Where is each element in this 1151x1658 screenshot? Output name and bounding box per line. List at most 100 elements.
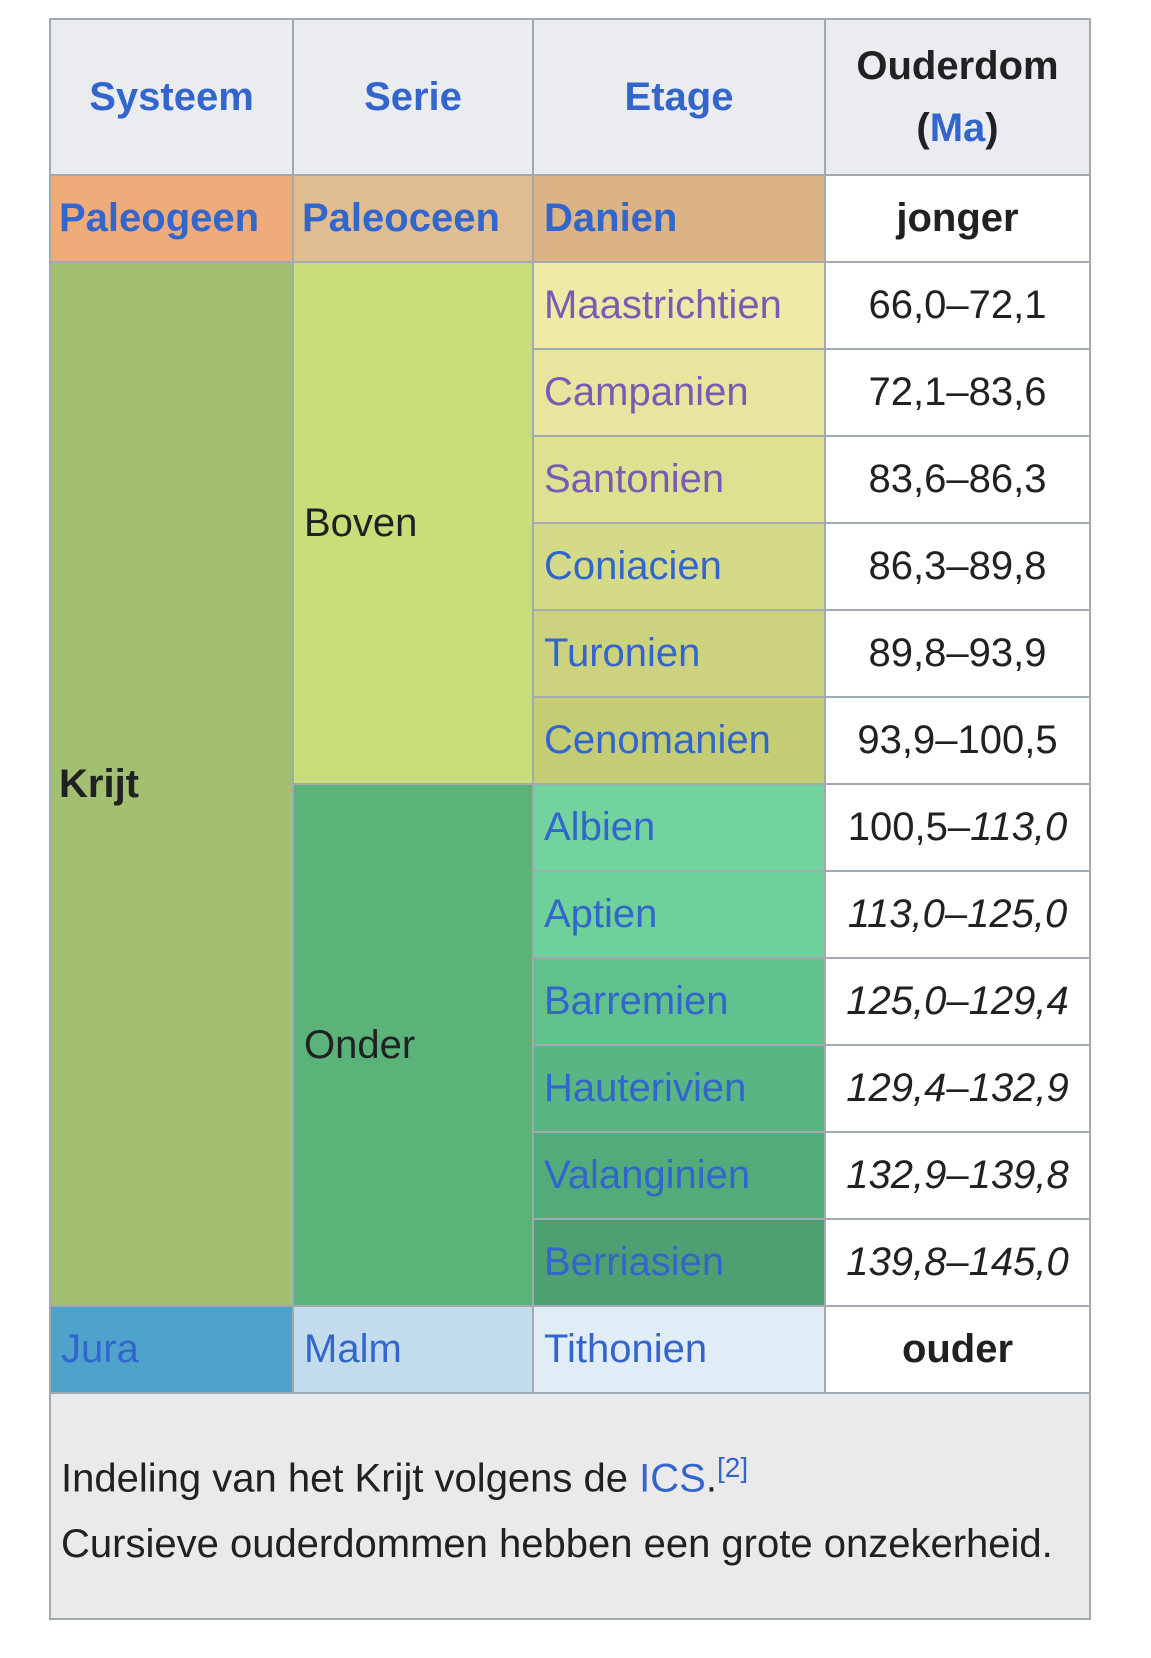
age-end: 145,0: [968, 1240, 1069, 1284]
danien-cell: Danien: [532, 174, 826, 263]
stage-cell: Cenomanien: [532, 696, 826, 785]
age-end: 89,8: [968, 544, 1047, 588]
age-end: 72,1: [968, 283, 1047, 327]
serie-link[interactable]: Serie: [364, 74, 462, 119]
stage-cell: Aptien: [532, 870, 826, 959]
jura-link[interactable]: Jura: [61, 1327, 139, 1371]
stage-link[interactable]: Barremien: [544, 979, 729, 1023]
onder-label: Onder: [304, 1022, 416, 1067]
age-start: 113,0: [847, 892, 945, 936]
stage-cell: Coniacien: [532, 522, 826, 611]
stage-age: 66,0–72,1: [824, 261, 1091, 350]
malm-link[interactable]: Malm: [304, 1327, 402, 1371]
stage-cell: Barremien: [532, 957, 826, 1046]
stage-link[interactable]: Turonien: [544, 631, 701, 675]
age-start: 86,3: [868, 544, 947, 588]
age-start: 93,9: [857, 718, 936, 762]
age-start: 83,6: [868, 457, 947, 501]
stage-row: Valanginien 132,9–139,8: [50, 1131, 1091, 1220]
caption-dot: .: [705, 1456, 717, 1501]
boven-cell: Boven: [292, 261, 534, 785]
ics-link[interactable]: ICS: [639, 1456, 706, 1501]
etage-link[interactable]: Etage: [624, 74, 734, 119]
caption-note: Cursieve ouderdommen hebben een grote on…: [61, 1522, 1053, 1567]
age-end: 139,8: [968, 1153, 1069, 1197]
stage-age: 83,6–86,3: [824, 435, 1091, 524]
stage-row: Berriasien 139,8–145,0: [50, 1218, 1091, 1307]
stage-cell: Valanginien: [532, 1131, 826, 1220]
ma-link[interactable]: Ma: [929, 106, 986, 150]
age-end: 113,0: [970, 805, 1068, 849]
stage-row: Onder Albien 100,5–113,0: [50, 783, 1091, 1307]
paleogeen-link[interactable]: Paleogeen: [59, 196, 260, 240]
tithonien-cell: Tithonien: [532, 1305, 826, 1394]
stage-link[interactable]: Berriasien: [544, 1240, 725, 1284]
stage-link[interactable]: Maastrichtien: [544, 283, 782, 327]
stage-cell: Berriasien: [532, 1218, 826, 1307]
stage-row: Krijt Boven Maastrichtien 66,0–72,1: [49, 261, 1091, 1307]
header-age: Ouderdom (Ma): [824, 18, 1091, 176]
age-start: 72,1: [868, 370, 947, 414]
stage-age: 132,9–139,8: [824, 1131, 1091, 1220]
age-start: 100,5: [847, 805, 948, 849]
stage-link[interactable]: Aptien: [544, 892, 658, 936]
stage-link[interactable]: Valanginien: [544, 1153, 751, 1197]
systeem-link[interactable]: Systeem: [89, 74, 254, 119]
caption-text: Indeling van het Krijt volgens de: [61, 1456, 640, 1501]
stage-row: Turonien 89,8–93,9: [50, 609, 1091, 698]
stage-row: Hauterivien 129,4–132,9: [50, 1044, 1091, 1133]
stage-age: 86,3–89,8: [824, 522, 1091, 611]
jura-cell: Jura: [49, 1305, 294, 1394]
stage-age: 129,4–132,9: [824, 1044, 1091, 1133]
header-stage: Etage: [532, 18, 826, 176]
age-start: 125,0: [846, 979, 947, 1023]
stage-age: 72,1–83,6: [824, 348, 1091, 437]
age-end: 125,0: [967, 892, 1068, 936]
stage-cell: Hauterivien: [532, 1044, 826, 1133]
stage-row: Barremien 125,0–129,4: [50, 957, 1091, 1046]
stage-row: Coniacien 86,3–89,8: [50, 522, 1091, 611]
header-system: Systeem: [49, 18, 294, 176]
age-end: 129,4: [968, 979, 1069, 1023]
stage-link[interactable]: Albien: [544, 805, 656, 849]
caption: Indeling van het Krijt volgens de ICS.[2…: [49, 1392, 1091, 1620]
age-end: 86,3: [968, 457, 1047, 501]
age-younger: jonger: [824, 174, 1091, 263]
jura-row: Jura Malm Tithonien ouder: [49, 1305, 1091, 1394]
age-label: Ouderdom: [856, 44, 1059, 88]
age-start: 132,9: [846, 1153, 947, 1197]
stage-cell: Santonien: [532, 435, 826, 524]
stage-link[interactable]: Campanien: [544, 370, 749, 414]
tithonien-link[interactable]: Tithonien: [544, 1327, 708, 1371]
danien-link[interactable]: Danien: [544, 196, 678, 240]
reference-link[interactable]: [2]: [716, 1451, 749, 1483]
stage-row: Santonien 83,6–86,3: [50, 435, 1091, 524]
age-end: 83,6: [968, 370, 1047, 414]
onder-cell: Onder: [292, 783, 534, 1307]
malm-cell: Malm: [292, 1305, 534, 1394]
age-start: 129,4: [846, 1066, 947, 1110]
stage-link[interactable]: Cenomanien: [544, 718, 771, 762]
stage-age: 125,0–129,4: [824, 957, 1091, 1046]
stage-cell: Turonien: [532, 609, 826, 698]
stage-link[interactable]: Santonien: [544, 457, 725, 501]
krijt-cell: Krijt: [49, 261, 294, 1307]
stage-row: Aptien 113,0–125,0: [50, 870, 1091, 959]
paleogeen-cell: Paleogeen: [49, 174, 294, 263]
age-end: 100,5: [957, 718, 1058, 762]
age-start: 66,0: [868, 283, 947, 327]
paleogeen-row: Paleogeen Paleoceen Danien jonger: [49, 174, 1091, 263]
stage-age: 139,8–145,0: [824, 1218, 1091, 1307]
paleoceen-cell: Paleoceen: [292, 174, 534, 263]
paleoceen-link[interactable]: Paleoceen: [302, 196, 500, 240]
stage-cell: Albien: [532, 783, 826, 872]
age-start: 139,8: [846, 1240, 947, 1284]
stage-cell: Campanien: [532, 348, 826, 437]
header-series: Serie: [292, 18, 534, 176]
stage-link[interactable]: Hauterivien: [544, 1066, 747, 1110]
stage-cell: Maastrichtien: [532, 261, 826, 350]
stage-age: 113,0–125,0: [824, 870, 1091, 959]
stage-link[interactable]: Coniacien: [544, 544, 722, 588]
stage-age: 100,5–113,0: [824, 783, 1091, 872]
stage-row: Cenomanien 93,9–100,5: [50, 696, 1091, 785]
